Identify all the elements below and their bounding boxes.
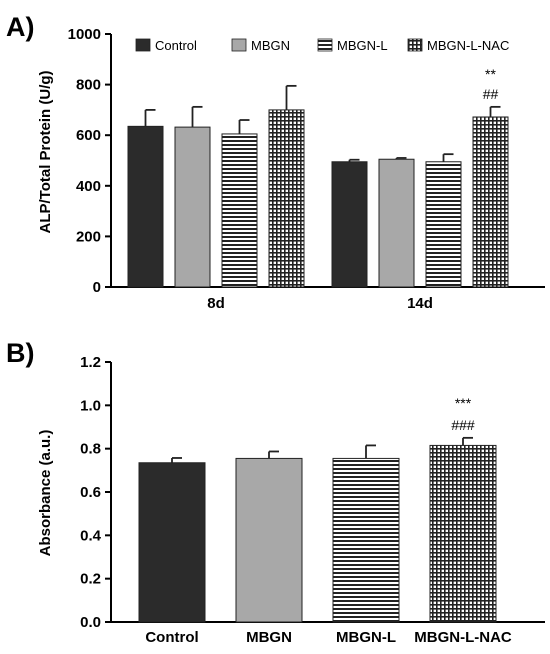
x-category-label: MBGN-L-NAC — [414, 629, 512, 646]
y-tick-label: 0.4 — [80, 527, 102, 544]
bar — [378, 158, 415, 288]
y-tick-label: 400 — [76, 178, 101, 195]
panel-b-y-axis-label: Absorbance (a.u.) — [37, 430, 54, 557]
panel-b: B) Absorbance (a.u.) 0.0 0.2 0.4 0.6 0.8 1.0 1… — [6, 338, 545, 646]
bar — [429, 444, 497, 623]
legend-swatch — [135, 38, 151, 52]
x-category-label: MBGN — [246, 629, 292, 646]
bar — [221, 133, 258, 288]
panel-a: A) ALP/Total Protein (U/g) 0 200 400 600 800… — [6, 12, 545, 312]
legend-swatch — [317, 38, 333, 52]
y-tick-label: 0 — [93, 279, 101, 296]
legend-label: MBGN — [251, 38, 290, 53]
panel-b-label: B) — [6, 338, 35, 368]
panel-a-legend: Control MBGN MBGN-L MBGN-L-NAC — [135, 38, 509, 53]
x-category-label: MBGN-L — [336, 629, 396, 646]
bar — [268, 109, 305, 288]
significance-marker: ## — [483, 86, 499, 102]
legend-label: MBGN-L — [337, 38, 388, 53]
y-tick-label: 0.6 — [80, 484, 101, 501]
bar — [127, 125, 164, 288]
bar — [425, 161, 462, 288]
bar — [138, 462, 206, 623]
y-tick-label: 0.2 — [80, 571, 101, 588]
bar — [472, 116, 509, 288]
y-tick-label: 1.2 — [80, 354, 101, 371]
y-tick-label: 200 — [76, 228, 101, 245]
y-tick-label: 0.0 — [80, 614, 101, 631]
panel-a-y-axis-label: ALP/Total Protein (U/g) — [37, 70, 54, 233]
panel-a-label: A) — [6, 12, 35, 42]
panel-a-plot: 0 200 400 600 800 1000 8d ** ## 14d — [68, 26, 545, 312]
bar — [332, 457, 400, 623]
x-category-label: 14d — [407, 295, 433, 312]
x-category-label: 8d — [207, 295, 225, 312]
bar — [174, 126, 211, 288]
significance-marker: ** — [485, 66, 496, 82]
x-category-label: Control — [145, 629, 198, 646]
significance-marker: ### — [451, 417, 475, 433]
bar — [331, 161, 368, 288]
legend-label: MBGN-L-NAC — [427, 38, 509, 53]
y-tick-label: 600 — [76, 127, 101, 144]
bar — [235, 457, 303, 623]
y-tick-label: 1.0 — [80, 397, 101, 414]
legend-label: Control — [155, 38, 197, 53]
legend-swatch — [231, 38, 247, 52]
y-tick-label: 0.8 — [80, 441, 101, 458]
significance-marker: *** — [455, 395, 472, 411]
legend-swatch — [407, 38, 423, 52]
panel-b-plot: 0.0 0.2 0.4 0.6 0.8 1.0 1.2 Control MBGN MBGN-L **… — [80, 354, 545, 646]
y-tick-label: 1000 — [68, 26, 101, 43]
y-tick-label: 800 — [76, 77, 101, 94]
